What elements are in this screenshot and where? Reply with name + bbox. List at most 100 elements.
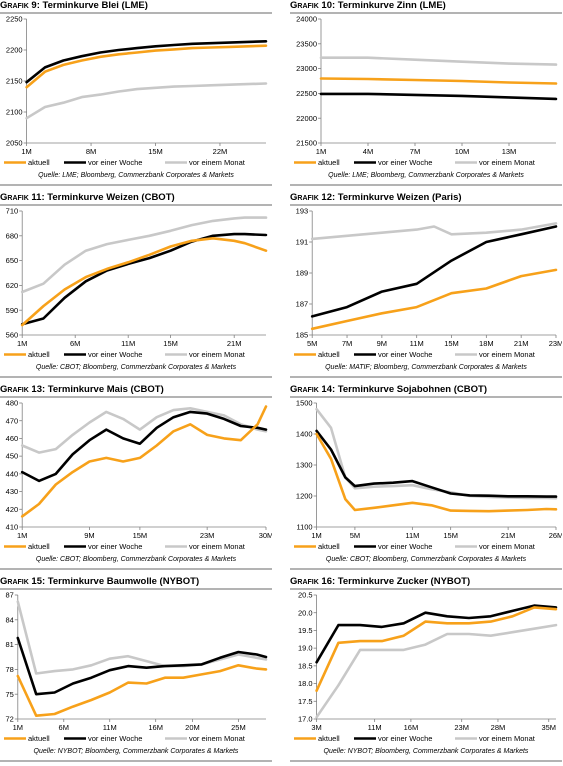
legend-vor-einer-woche: vor einer Woche (354, 350, 432, 359)
chart-panel: Grafik 9: Terminkurve Blei (LME) 2050 2100… (0, 0, 272, 190)
legend-label: vor einer Woche (88, 542, 142, 551)
legend-vor-einem-monat: vor einem Monat (455, 542, 536, 551)
x-tick-label: 15M (163, 339, 178, 348)
chart-panel: Grafik 11: Terminkurve Weizen (CBOT) 560 5… (0, 192, 272, 382)
y-tick-label: 78 (5, 665, 13, 674)
title-rule (0, 588, 272, 590)
legend-vor-einer-woche: vor einer Woche (354, 158, 432, 167)
y-tick-label: 480 (6, 399, 19, 408)
chart-title-number: Grafik 9: (0, 0, 40, 11)
x-tick-label: 22M (213, 147, 228, 156)
y-tick-label: 410 (6, 523, 19, 532)
legend-label: vor einer Woche (88, 158, 142, 167)
y-tick-label: 2150 (6, 77, 23, 86)
line-chart: 72 75 78 81 84 87 1M 6M 11M 16M 20M 25M aktuell vor e… (4, 591, 268, 743)
legend-vor-einer-woche: vor einer Woche (354, 542, 432, 551)
y-tick-label: 1100 (296, 523, 312, 532)
title-rule (290, 588, 562, 590)
x-tick-label: 1M (316, 147, 326, 156)
x-tick-label: 20M (185, 723, 200, 732)
y-tick-label: 24000 (296, 15, 317, 24)
x-tick-label: 5M (350, 531, 360, 540)
chart-title-number: Grafik 10: (290, 0, 336, 11)
series-line-aktuell (20, 405, 268, 518)
legend-vor-einem-monat: vor einem Monat (455, 734, 536, 743)
chart-title-text: Terminkurve Weizen (Paris) (335, 192, 462, 203)
x-tick-label: 26M (549, 531, 562, 540)
legend-vor-einer-woche: vor einer Woche (64, 350, 142, 359)
legend-aktuell: aktuell (294, 350, 340, 359)
y-tick-label: 2050 (6, 139, 23, 148)
y-tick-label: 650 (6, 256, 19, 265)
legend-label: aktuell (28, 350, 50, 359)
bottom-rule (290, 184, 562, 186)
chart-panel: Grafik 10: Terminkurve Zinn (LME) 21500 22… (290, 0, 562, 190)
y-tick-label: 23000 (296, 64, 317, 73)
legend-label: vor einem Monat (189, 350, 246, 359)
x-tick-label: 15M (133, 531, 148, 540)
series-line-aktuell (315, 432, 558, 513)
chart-title-number: Grafik 13: (0, 384, 46, 395)
y-tick-label: 17.5 (298, 697, 313, 706)
title-rule (0, 12, 272, 14)
chart-title-number: Grafik 16: (290, 576, 336, 587)
y-tick-label: 191 (296, 238, 309, 247)
chart-title: Grafik 9: Terminkurve Blei (LME) (0, 0, 272, 11)
chart-panel: Grafik 16: Terminkurve Zucker (NYBOT) 17.… (290, 576, 562, 766)
series-line-woche (315, 429, 558, 498)
y-tick-label: 75 (5, 690, 13, 699)
series-line-aktuell (25, 44, 268, 89)
x-tick-label: 25M (231, 723, 246, 732)
line-chart: 1100 1200 1300 1400 1500 1M 5M 11M 15M 21M 26M aktu… (294, 399, 562, 551)
x-tick-label: 7M (410, 147, 420, 156)
line-chart: 410 420 430 440 450 460 470 480 1M 9M 15M 23M 30M akt… (4, 399, 272, 551)
legend-aktuell: aktuell (4, 158, 50, 167)
legend-vor-einem-monat: vor einem Monat (165, 734, 246, 743)
legend-label: aktuell (318, 350, 340, 359)
chart-title-text: Terminkurve Baumwolle (NYBOT) (45, 576, 200, 587)
y-tick-label: 19.0 (298, 644, 313, 653)
legend-label: vor einem Monat (479, 542, 536, 551)
chart-title: Grafik 13: Terminkurve Mais (CBOT) (0, 384, 272, 395)
series-line-woche (16, 636, 268, 696)
legend-label: vor einer Woche (88, 350, 142, 359)
y-tick-label: 21500 (296, 139, 317, 148)
x-tick-label: 16M (148, 723, 163, 732)
title-rule (0, 396, 272, 398)
legend-label: aktuell (28, 734, 50, 743)
x-tick-label: 11M (410, 339, 424, 348)
x-tick-label: 13M (502, 147, 517, 156)
y-tick-label: 18.5 (298, 661, 313, 670)
chart-panel: Grafik 13: Terminkurve Mais (CBOT) 410 420… (0, 384, 272, 574)
series-line-monat (25, 82, 268, 120)
legend-aktuell: aktuell (4, 350, 50, 359)
x-tick-label: 11M (405, 531, 419, 540)
line-chart: 17.0 17.5 18.0 18.5 19.0 19.5 20.0 20.5 3M 11M 16M… (294, 591, 558, 743)
x-tick-label: 3M (311, 723, 321, 732)
y-tick-label: 2250 (6, 15, 23, 24)
x-tick-label: 15M (443, 531, 458, 540)
x-tick-label: 35M (541, 723, 556, 732)
y-tick-label: 22500 (296, 89, 317, 98)
x-tick-label: 15M (148, 147, 163, 156)
chart-title-number: Grafik 15: (0, 576, 46, 587)
chart-title-number: Grafik 11: (0, 192, 45, 203)
legend-label: vor einer Woche (378, 542, 432, 551)
series-line-woche (25, 39, 268, 84)
x-tick-label: 11M (368, 723, 382, 732)
y-tick-label: 87 (5, 591, 13, 600)
legend-label: vor einer Woche (378, 350, 432, 359)
x-tick-label: 16M (404, 723, 419, 732)
legend-label: vor einem Monat (479, 350, 536, 359)
x-tick-label: 11M (103, 723, 117, 732)
y-tick-label: 470 (6, 416, 19, 425)
legend-aktuell: aktuell (294, 158, 340, 167)
legend-vor-einer-woche: vor einer Woche (354, 734, 432, 743)
y-tick-label: 22000 (296, 114, 317, 123)
y-tick-label: 23500 (296, 39, 317, 48)
chart-panel: Grafik 15: Terminkurve Baumwolle (NYBOT)… (0, 576, 272, 766)
line-chart: 21500 22000 22500 23000 23500 24000 1M 4M 7M 10M 1… (294, 15, 558, 167)
y-tick-label: 18.0 (298, 679, 313, 688)
y-tick-label: 430 (6, 487, 19, 496)
series-line-monat (16, 600, 268, 675)
